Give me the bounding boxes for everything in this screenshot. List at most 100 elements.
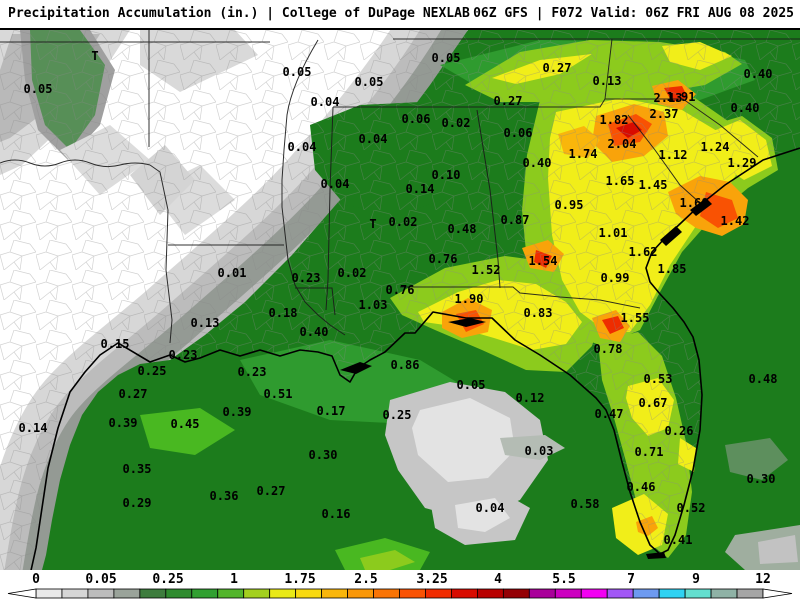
colorbar-segment — [502, 588, 530, 599]
precip-value-label: 0.23 — [291, 271, 321, 285]
precip-value-label: 0.23 — [237, 365, 267, 379]
precip-value-label: 0.29 — [122, 496, 152, 510]
precip-value-label: 1.03 — [358, 298, 388, 312]
colorbar-right-arrow — [762, 588, 793, 599]
precip-value-label: 0.02 — [441, 116, 471, 130]
precip-value-label: 0.78 — [593, 342, 623, 356]
precip-value-label: 0.06 — [401, 112, 431, 126]
colorbar-segment — [580, 588, 608, 599]
colorbar-tick-label: 9 — [692, 572, 700, 587]
precip-value-label: 0.86 — [390, 358, 420, 372]
precip-value-label: 0.48 — [748, 372, 778, 386]
colorbar-segment — [113, 588, 141, 599]
precip-value-label: 0.06 — [503, 126, 533, 140]
precip-value-label: 0.10 — [431, 168, 461, 182]
precip-value-label: 1.42 — [720, 214, 750, 228]
colorbar-segment — [217, 588, 245, 599]
precip-value-label: 1.85 — [657, 262, 687, 276]
colorbar-tick-label: 0 — [32, 572, 40, 587]
precip-value-label: 0.76 — [385, 283, 415, 297]
precip-value-label: 0.36 — [209, 489, 239, 503]
colorbar-segment — [476, 588, 504, 599]
precip-value-label: 0.83 — [523, 306, 553, 320]
precip-value-label: 2.37 — [649, 107, 679, 121]
colorbar — [7, 588, 793, 599]
precip-value-label: 0.12 — [515, 391, 545, 405]
colorbar-segment — [61, 588, 89, 599]
precip-value-label: 1.65 — [605, 174, 635, 188]
precip-value-label: 0.25 — [382, 408, 412, 422]
precip-value-label: 0.14 — [18, 421, 48, 435]
precip-value-label: 0.04 — [475, 501, 505, 515]
precip-value-label: 1.90 — [454, 292, 484, 306]
precip-value-label: 0.01 — [217, 266, 247, 280]
precip-value-label: 0.71 — [634, 445, 664, 459]
precip-value-label: 1.74 — [568, 147, 598, 161]
colorbar-segment — [269, 588, 297, 599]
precipitation-map: T 0.05 0.05 0.05 0.04 0.04 0.04 0.04 0.05 0.27 0.2… — [0, 30, 800, 570]
colorbar-tick-label: 0.05 — [85, 572, 117, 587]
precip-value-label: 0.05 — [354, 75, 384, 89]
colorbar-tick-label: 3.25 — [416, 572, 448, 587]
precip-value-label: 0.15 — [100, 337, 130, 351]
colorbar-segment — [373, 588, 400, 599]
precip-value-label: 0.02 — [388, 215, 418, 229]
colorbar-segment — [35, 588, 63, 599]
colorbar-segment — [295, 588, 323, 599]
colorbar-segment — [425, 588, 452, 599]
precip-value-label: 0.17 — [316, 404, 346, 418]
precip-value-label: 0.99 — [600, 271, 630, 285]
precip-value-label: T — [369, 217, 377, 231]
colorbar-tick-label: 1 — [230, 572, 238, 587]
precip-value-label: 0.39 — [222, 405, 252, 419]
precip-value-label: 0.95 — [554, 198, 584, 212]
precip-value-label: 0.41 — [663, 533, 693, 547]
colorbar-segment — [658, 588, 686, 599]
precip-value-label: 1.91 — [666, 90, 696, 104]
precip-value-label: 0.13 — [190, 316, 220, 330]
colorbar-tick-label: 0.25 — [152, 572, 184, 587]
precip-value-label: 0.18 — [268, 306, 298, 320]
precip-value-label: 0.16 — [321, 507, 351, 521]
precip-value-label: 0.46 — [626, 480, 656, 494]
precip-value-label: 1.55 — [620, 311, 650, 325]
precip-value-label: 0.04 — [320, 177, 350, 191]
colorbar-segment — [451, 588, 478, 599]
gulf-gray-patches — [385, 382, 800, 570]
precip-value-label: 0.30 — [746, 472, 776, 486]
precip-value-label: 0.87 — [500, 213, 530, 227]
precip-value-label: 1.82 — [599, 113, 629, 127]
coastline — [30, 147, 800, 570]
precip-value-label: 0.05 — [456, 378, 486, 392]
colorbar-left-arrow — [7, 588, 37, 599]
precip-value-label: 1.01 — [598, 226, 628, 240]
colorbar-segment — [684, 588, 712, 599]
map-graphic — [0, 30, 800, 570]
precip-value-label: T — [91, 49, 99, 63]
precip-value-label: 0.39 — [108, 416, 138, 430]
colorbar-segment — [321, 588, 348, 599]
precip-value-label: 0.40 — [299, 325, 329, 339]
colorbar-segment — [632, 588, 660, 599]
colorbar-segment — [606, 588, 634, 599]
colorbar-segment — [139, 588, 167, 599]
colorbar-tick-label: 4 — [494, 572, 502, 587]
precip-value-label: 1.12 — [658, 148, 688, 162]
precip-value-label: 0.14 — [405, 182, 435, 196]
colorbar-tick-label: 2.5 — [354, 572, 378, 587]
precip-value-label: 2.04 — [607, 137, 637, 151]
colorbar-tick-label: 5.5 — [552, 572, 576, 587]
precip-value-label: 0.03 — [524, 444, 554, 458]
colorbar-segment — [710, 588, 738, 599]
precip-value-label: 1.52 — [471, 263, 501, 277]
precip-value-label: 0.13 — [592, 74, 622, 88]
color-scale: 0 0.05 0.25 1 1.75 2.5 3.25 4 5.5 7 9 12 — [0, 570, 800, 600]
colorbar-tick-label: 7 — [627, 572, 635, 587]
precip-value-label: 0.51 — [263, 387, 293, 401]
colorbar-segment — [243, 588, 271, 599]
state-borders — [0, 30, 800, 344]
precip-value-label: 0.02 — [337, 266, 367, 280]
barrier-islands — [340, 198, 712, 559]
precip-value-label: 0.30 — [308, 448, 338, 462]
